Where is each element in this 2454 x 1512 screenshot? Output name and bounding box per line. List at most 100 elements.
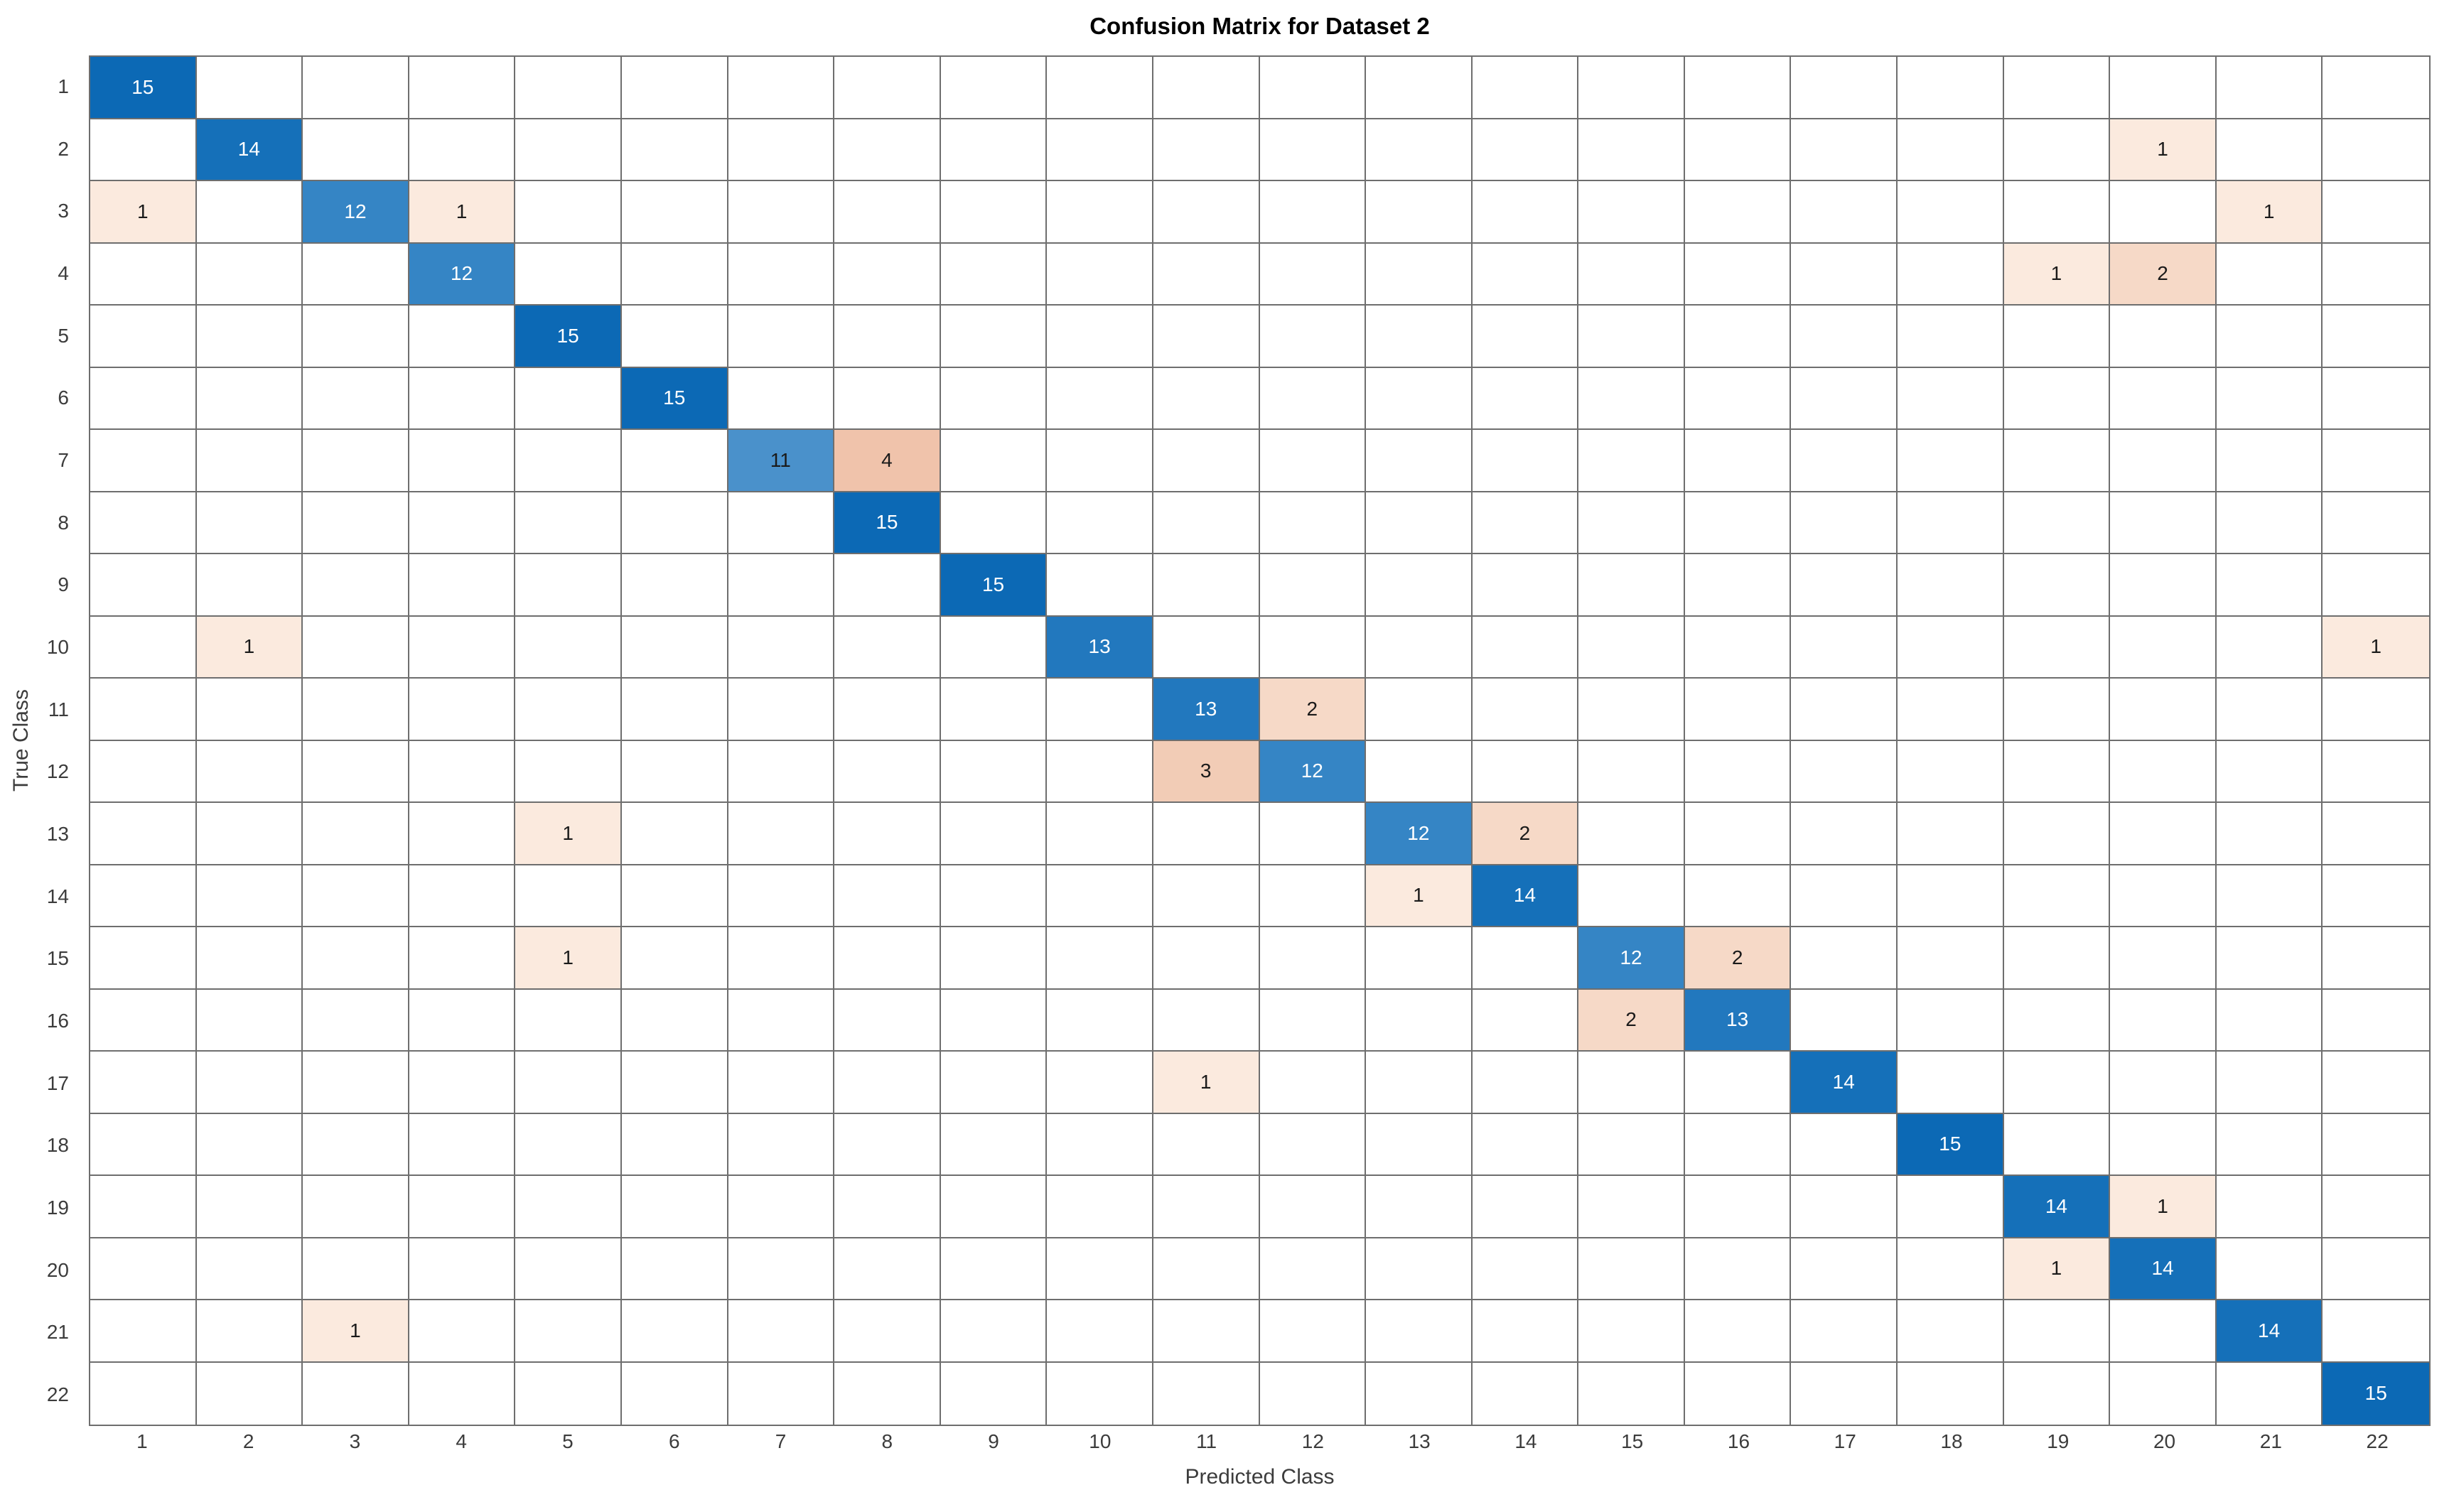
matrix-cell bbox=[1684, 865, 1792, 927]
matrix-cell bbox=[2323, 679, 2429, 741]
matrix-cell bbox=[196, 57, 303, 119]
matrix-cell bbox=[2323, 368, 2429, 430]
matrix-cell bbox=[1366, 181, 1473, 244]
matrix-cell bbox=[90, 554, 197, 617]
matrix-cell bbox=[2216, 243, 2323, 306]
matrix-cell bbox=[834, 1113, 941, 1176]
matrix-cell bbox=[1578, 1113, 1685, 1176]
matrix-cell: 15 bbox=[1898, 1113, 2004, 1176]
matrix-cell bbox=[1047, 1176, 1153, 1238]
matrix-cell bbox=[90, 989, 197, 1052]
matrix-cell bbox=[1153, 989, 1260, 1052]
matrix-cell bbox=[1153, 430, 1260, 492]
matrix-cell bbox=[1472, 1300, 1579, 1363]
y-tick: 4 bbox=[58, 261, 69, 284]
matrix-cell bbox=[1366, 430, 1473, 492]
matrix-cell bbox=[1791, 740, 1898, 803]
matrix-cell bbox=[940, 119, 1048, 181]
matrix-cell: 12 bbox=[409, 243, 516, 306]
matrix-cell bbox=[621, 927, 728, 990]
matrix-cell bbox=[303, 740, 409, 803]
x-tick: 19 bbox=[2047, 1430, 2070, 1452]
matrix-cell bbox=[728, 119, 835, 181]
matrix-cell bbox=[1898, 57, 2004, 119]
matrix-cell bbox=[1366, 57, 1473, 119]
matrix-cell bbox=[1366, 679, 1473, 741]
x-tick: 15 bbox=[1621, 1430, 1644, 1452]
matrix-cell bbox=[196, 927, 303, 990]
matrix-cell bbox=[2323, 927, 2429, 990]
matrix-cell bbox=[2216, 679, 2323, 741]
matrix-cell bbox=[1684, 1052, 1792, 1114]
matrix-cell bbox=[728, 57, 835, 119]
y-tick: 13 bbox=[46, 823, 69, 846]
matrix-cell bbox=[1153, 306, 1260, 368]
matrix-cell bbox=[1366, 554, 1473, 617]
matrix-cell bbox=[1472, 1052, 1579, 1114]
matrix-cell bbox=[1791, 1238, 1898, 1300]
matrix-cell bbox=[90, 243, 197, 306]
matrix-cell bbox=[1898, 554, 2004, 617]
matrix-cell bbox=[2216, 430, 2323, 492]
matrix-cell: 14 bbox=[196, 119, 303, 181]
matrix-cell bbox=[2216, 989, 2323, 1052]
matrix-cell bbox=[303, 554, 409, 617]
y-tick: 6 bbox=[58, 387, 69, 409]
matrix-cell bbox=[1047, 1113, 1153, 1176]
matrix-cell bbox=[1791, 1300, 1898, 1363]
matrix-cell bbox=[515, 1362, 622, 1425]
matrix-cell: 1 bbox=[303, 1300, 409, 1363]
matrix-cell bbox=[2110, 492, 2217, 554]
x-tick: 10 bbox=[1089, 1430, 1112, 1452]
matrix-cell bbox=[1366, 1176, 1473, 1238]
matrix-cell bbox=[1791, 865, 1898, 927]
x-tick: 6 bbox=[668, 1430, 680, 1452]
matrix-cell bbox=[2003, 1052, 2111, 1114]
x-tick: 9 bbox=[988, 1430, 999, 1452]
matrix-cell bbox=[621, 492, 728, 554]
matrix-cell bbox=[1898, 740, 2004, 803]
matrix-cell bbox=[834, 803, 941, 865]
matrix-cell bbox=[303, 119, 409, 181]
matrix-cell bbox=[1791, 554, 1898, 617]
matrix-cell bbox=[1259, 554, 1367, 617]
x-tick: 4 bbox=[456, 1430, 467, 1452]
matrix-cell bbox=[2323, 865, 2429, 927]
matrix-cell bbox=[1473, 1362, 1579, 1425]
matrix-cell bbox=[2323, 1114, 2429, 1176]
matrix-cell: 1 bbox=[2110, 1176, 2217, 1238]
matrix-cell bbox=[196, 865, 303, 927]
matrix-cell bbox=[834, 367, 941, 430]
matrix-cell: 13 bbox=[1684, 989, 1792, 1052]
matrix-cell bbox=[515, 1176, 622, 1238]
matrix-cell bbox=[196, 554, 303, 617]
matrix-cell bbox=[1047, 927, 1153, 990]
matrix-cell bbox=[1366, 367, 1473, 430]
matrix-cell bbox=[1791, 679, 1898, 741]
y-tick: 21 bbox=[46, 1321, 69, 1344]
y-tick: 8 bbox=[58, 511, 69, 534]
matrix-cell bbox=[2216, 306, 2323, 368]
matrix-cell bbox=[2003, 1113, 2111, 1176]
x-tick: 13 bbox=[1408, 1430, 1431, 1452]
matrix-cell bbox=[1578, 740, 1685, 803]
matrix-cell bbox=[1578, 865, 1685, 927]
matrix-cell bbox=[1047, 492, 1153, 554]
matrix-cell bbox=[940, 57, 1048, 119]
matrix-cell bbox=[1153, 243, 1260, 306]
matrix-cell bbox=[409, 740, 516, 803]
matrix-cell bbox=[834, 1176, 941, 1238]
matrix-cell bbox=[2323, 492, 2429, 554]
matrix-cell bbox=[2323, 1300, 2429, 1363]
matrix-cell bbox=[1684, 740, 1792, 803]
matrix-cell bbox=[621, 554, 728, 617]
matrix-cell bbox=[940, 1113, 1048, 1176]
matrix-cell bbox=[621, 1052, 728, 1114]
matrix-cell bbox=[728, 927, 835, 990]
matrix-cell bbox=[1047, 1238, 1153, 1300]
x-tick: 1 bbox=[136, 1430, 148, 1452]
matrix-cell: 1 bbox=[409, 181, 516, 244]
matrix-cell bbox=[728, 740, 835, 803]
matrix-cell bbox=[2323, 1238, 2429, 1300]
matrix-cell bbox=[1684, 679, 1792, 741]
